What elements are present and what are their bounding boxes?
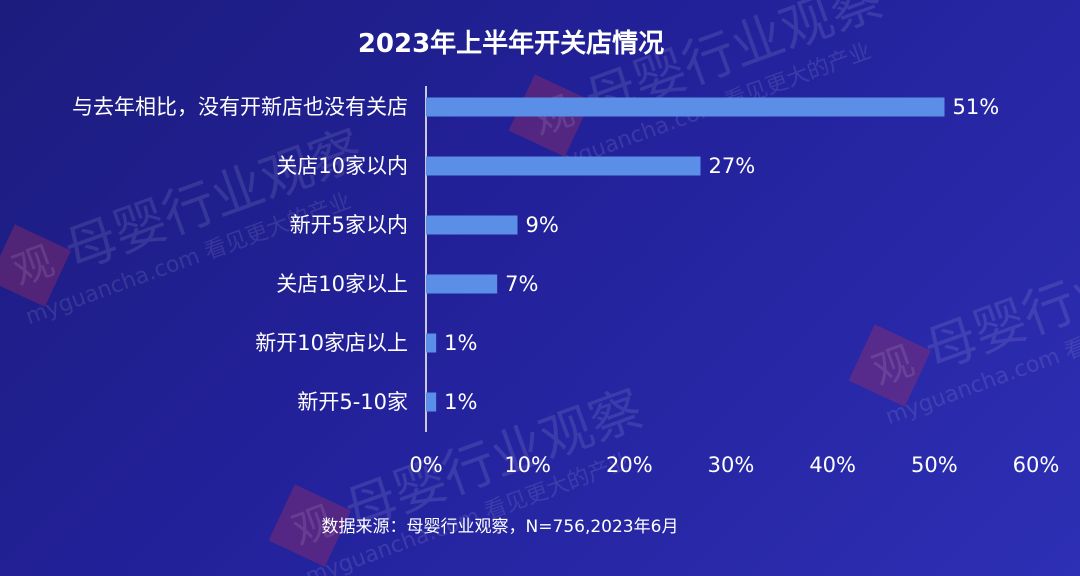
x-tick-label: 50%	[911, 453, 958, 477]
bar	[426, 156, 701, 176]
x-tick-label: 30%	[708, 453, 755, 477]
category-labels: 与去年相比，没有开新店也没有关店关店10家以内新开5家以内关店10家以上新开10…	[72, 95, 408, 414]
category-label: 新开5-10家	[297, 390, 408, 414]
value-label: 1%	[444, 390, 477, 414]
watermark-seal-icon	[848, 324, 932, 407]
value-label: 7%	[505, 272, 538, 296]
value-label: 1%	[444, 331, 477, 355]
source-note: 数据来源：母婴行业观察，N=756,2023年6月	[322, 517, 679, 537]
category-label: 新开10家店以上	[255, 331, 408, 355]
x-tick-label: 40%	[809, 453, 856, 477]
watermark-seal-icon	[0, 224, 72, 307]
category-label: 关店10家以内	[276, 154, 408, 178]
bar	[426, 274, 498, 294]
bar	[426, 392, 437, 412]
value-label: 9%	[526, 213, 559, 237]
bar	[426, 333, 437, 353]
x-tick-label: 60%	[1013, 453, 1060, 477]
value-label: 51%	[953, 95, 1000, 119]
x-tick-label: 0%	[409, 453, 442, 477]
bar	[426, 97, 945, 117]
bar	[426, 215, 518, 235]
x-tick-label: 10%	[504, 453, 551, 477]
category-label: 关店10家以上	[276, 272, 408, 296]
chart-title: 2023年上半年开关店情况	[358, 28, 664, 59]
x-axis-ticks: 0% 10% 20% 30% 40% 50% 60%	[409, 453, 1059, 477]
category-label: 与去年相比，没有开新店也没有关店	[72, 95, 408, 119]
x-tick-label: 20%	[606, 453, 653, 477]
bars	[426, 97, 945, 412]
value-labels: 51% 27% 9% 7% 1% 1%	[444, 95, 999, 414]
category-label: 新开5家以内	[290, 213, 408, 237]
value-label: 27%	[709, 154, 756, 178]
watermark-seal-icon	[268, 484, 352, 567]
